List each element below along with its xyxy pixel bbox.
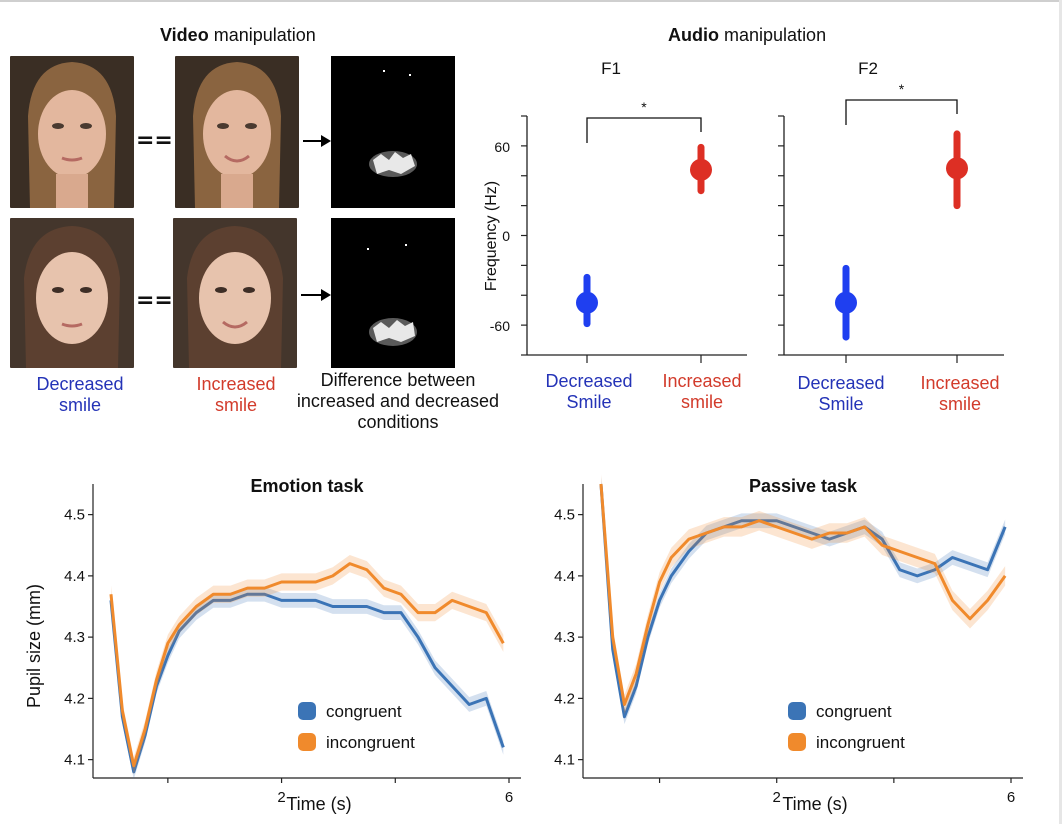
y-tick-label: 4.5 [64,507,85,524]
equals-symbol-row2: == [136,288,173,313]
audio-ylabel: Frequency (Hz) [483,181,500,291]
chart-passive-task: Passive task 4.5 4.4 4.3 4.2 4.1 2 6 Time (s) con… [554,474,1023,814]
y-tick-label: 4.1 [554,752,575,769]
video-title-bold: Video [160,25,209,45]
x-tick-label: 2 [773,789,781,806]
arrow-right-icon-row2 [301,288,331,307]
face-photo-woman2-increased [173,218,297,368]
difference-line3: conditions [357,412,439,432]
face-photo-woman1-decreased [10,56,134,208]
y-tick-label: 4.3 [554,629,575,646]
chart-title: Emotion task [250,476,364,496]
audio-f2-increased-label: Increased smile [910,373,1010,415]
x-tick-label: 2 [277,789,285,806]
window-right-border [1059,0,1062,824]
pupil-charts: Pupil size (mm) Emotion task 4.5 4.4 4.3 4.2… [24,474,1023,814]
y-tick-label: 4.3 [64,629,85,646]
y-tick-label: 4.1 [64,752,85,769]
face-photo-woman1-increased [175,56,299,208]
difference-image-row1 [331,56,455,208]
legend-label-congruent: congruent [326,702,402,721]
mean-point [835,291,857,314]
face-photo-woman2-decreased [10,218,134,368]
arrow-right-icon-row1 [303,134,331,153]
legend-label-incongruent: incongruent [816,733,905,752]
x-tick-label: 6 [505,789,513,806]
significance-marker: * [641,99,647,115]
video-decreased-smile-caption: Decreased smile [20,374,140,416]
audio-f1-increased-label: Increased smile [652,371,752,413]
chart-title: Passive task [749,476,858,496]
series-confidence-band [601,476,1006,725]
audio-f2-decreased-label: Decreased Smile [782,373,900,415]
audio-f1-decreased-label: Decreased Smile [530,371,648,413]
y-tick-label: 4.2 [64,690,85,707]
y-tick-label: 4.2 [554,690,575,707]
audio-ytick-0: 0 [502,228,510,244]
mean-point [576,291,598,314]
audio-f2-increased-line2: smile [938,394,981,414]
series-line-incongruent [109,562,505,768]
audio-f2-increased-line1: Increased [920,373,1000,393]
x-tick-label: 6 [1007,789,1015,806]
pupil-ylabel: Pupil size (mm) [24,584,44,708]
significance-bracket [586,117,702,143]
video-increased-smile-caption: Increased smile [186,374,286,416]
legend-swatch-congruent [298,702,316,720]
chart-title: F2 [858,59,878,78]
window-top-border [0,0,1062,2]
mean-point [690,158,712,181]
legend-swatch-congruent [788,702,806,720]
legend-swatch-incongruent [788,733,806,751]
legend-swatch-incongruent [298,733,316,751]
video-decreased-line1: Decreased [36,374,124,394]
audio-ytick-60: 60 [494,139,510,155]
audio-f2-decreased-line1: Decreased [797,373,885,393]
legend-label-incongruent: incongruent [326,733,415,752]
audio-ytick-neg60: -60 [490,318,510,334]
legend-label-congruent: congruent [816,702,892,721]
audio-f1-decreased-line1: Decreased [545,371,633,391]
difference-image-row2 [331,218,455,368]
audio-f1-decreased-line2: Smile [566,392,612,412]
audio-title-rest: manipulation [724,25,827,45]
chart-title: F1 [601,59,621,78]
series-line-incongruent [599,483,1007,706]
video-manipulation-title: Video manipulation [160,25,316,46]
difference-caption: Difference between increased and decreas… [282,370,514,433]
video-increased-line1: Increased [196,374,276,394]
y-tick-label: 4.4 [64,568,85,585]
mean-point [946,157,968,180]
y-tick-label: 4.4 [554,568,575,585]
significance-marker: * [899,81,905,97]
chart-emotion-task: Emotion task 4.5 4.4 4.3 4.2 4.1 2 6 Time (s) con… [64,476,521,814]
difference-line2: increased and decreased [296,391,500,411]
chart-f1: F1 * [521,59,747,363]
video-decreased-line2: smile [58,395,101,415]
video-title-rest: manipulation [213,25,316,45]
y-tick-label: 4.5 [554,507,575,524]
audio-f1-increased-line1: Increased [662,371,742,391]
audio-f1-increased-line2: smile [680,392,723,412]
audio-title-bold: Audio [668,25,719,45]
audio-manipulation-title: Audio manipulation [668,25,826,46]
significance-bracket [845,99,958,125]
x-axis-label: Time (s) [782,794,847,814]
equals-symbol-row1: == [136,128,173,153]
series-line-congruent [599,483,1007,719]
x-axis-label: Time (s) [286,794,351,814]
audio-f2-decreased-line2: Smile [818,394,864,414]
chart-f2: F2 * [778,59,1004,363]
series-line-congruent [109,592,505,774]
audio-formant-charts: Frequency (Hz) 60 0 -60 F1 * F2 * [483,59,1004,363]
difference-line1: Difference between [320,370,476,390]
video-increased-line2: smile [214,395,257,415]
